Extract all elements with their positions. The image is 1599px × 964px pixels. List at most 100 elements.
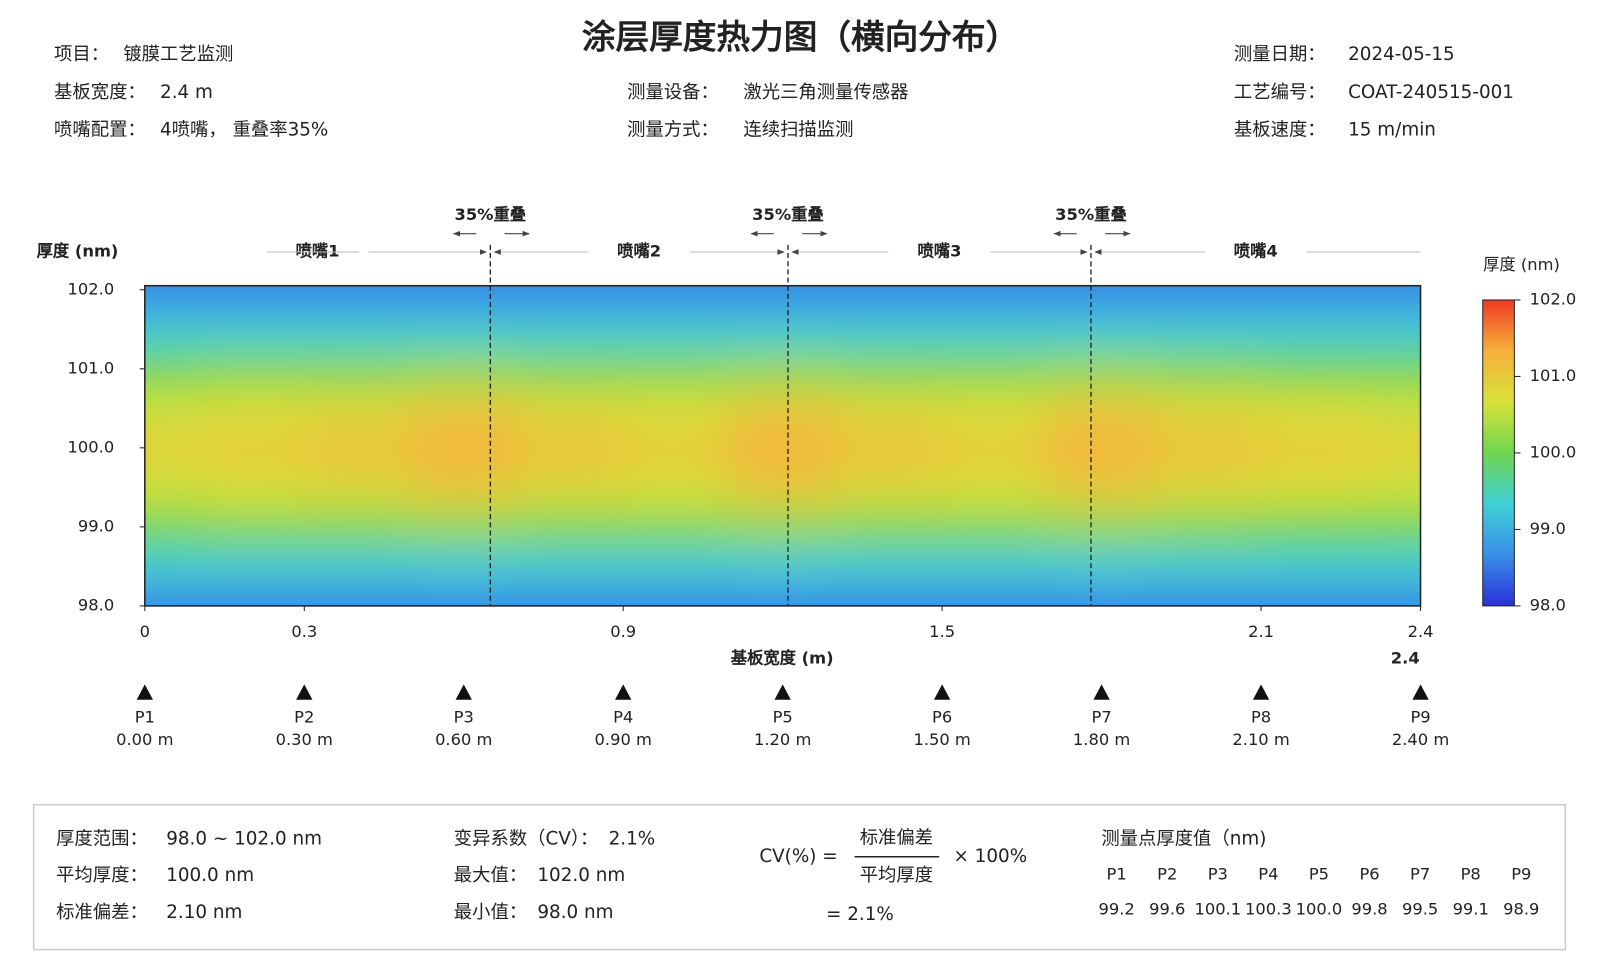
formula-multiplier: × 100%: [953, 846, 1027, 867]
plot-frame: [144, 284, 1422, 607]
heat-cell: [942, 467, 1050, 509]
heat-cell: [1154, 428, 1263, 469]
heat-cell: [1154, 309, 1263, 351]
info-label: 喷嘴配置：: [54, 120, 146, 141]
heat-cell: [835, 349, 944, 390]
info-label: 基板宽度：: [54, 82, 146, 103]
table-value: 98.9: [1503, 899, 1539, 918]
info-label: 基板速度：: [1234, 120, 1326, 141]
formula-result: = 2.1%: [826, 904, 894, 925]
y-axis-label: 厚度 (nm): [37, 242, 119, 261]
heat-cell: [1048, 309, 1156, 351]
info-value: 15 m/min: [1348, 120, 1436, 141]
heat-cell: [197, 467, 306, 509]
heat-cell: [197, 428, 306, 469]
heat-cell: [144, 388, 199, 430]
y-tick-label: 98.0: [78, 595, 114, 614]
info-value: 镀膜工艺监测: [123, 44, 233, 65]
heat-cell: [410, 586, 518, 606]
heat-cell: [1367, 309, 1421, 351]
heat-cell: [729, 309, 837, 351]
heat-cell: [729, 285, 837, 311]
title: 涂层厚度热力图（横向分布）: [582, 17, 1019, 56]
heat-cell: [516, 309, 625, 351]
point-name: P1: [135, 708, 155, 727]
x-tick-label: 2.4: [1408, 622, 1434, 641]
nozzle-label: 喷嘴3: [918, 242, 962, 261]
heat-cell: [144, 285, 199, 311]
formula-denominator: 平均厚度: [860, 865, 933, 886]
heat-cell: [144, 349, 199, 390]
summary-label: 最大值：: [454, 865, 527, 886]
info-value: 连续扫描监测: [743, 120, 853, 141]
heat-cell: [197, 388, 306, 430]
heat-cell: [1367, 467, 1421, 509]
summary-label: 最小值：: [454, 902, 527, 923]
heat-cell: [835, 285, 944, 311]
heat-cell: [1261, 309, 1369, 351]
heat-cell: [197, 309, 306, 351]
heat-cell: [516, 388, 625, 430]
heat-cell: [197, 507, 306, 548]
heat-cell: [410, 285, 518, 311]
heat-cell: [410, 309, 518, 351]
heat-cell: [516, 285, 625, 311]
heat-cell: [1261, 285, 1369, 311]
summary-value: 102.0 nm: [537, 865, 625, 886]
colorbar-tick-label: 102.0: [1530, 289, 1577, 308]
heat-cell: [623, 309, 731, 351]
summary-label: 厚度范围：: [56, 828, 148, 849]
heat-cell: [410, 467, 518, 509]
y-tick-label: 99.0: [78, 516, 114, 535]
heat-cell: [729, 349, 837, 390]
heat-cell: [835, 507, 944, 548]
table-header: P3: [1208, 865, 1228, 884]
heat-cell: [410, 388, 518, 430]
point-position: 0.60 m: [435, 730, 492, 749]
heat-cell: [623, 285, 731, 311]
point-position: 2.10 m: [1232, 730, 1289, 749]
point-name: P4: [613, 708, 633, 727]
summary-label: 变异系数（CV）：: [454, 828, 599, 849]
heat-cell: [1048, 349, 1156, 390]
heat-cell: [1048, 546, 1156, 588]
heat-cell: [1154, 388, 1263, 430]
heat-cell: [835, 309, 944, 351]
formula-lhs: CV(%) =: [759, 846, 837, 867]
point-marker: [1093, 684, 1110, 700]
heat-cell: [942, 586, 1050, 606]
x-axis-label: 基板宽度 (m): [730, 648, 834, 667]
summary-value: 2.10 nm: [166, 902, 242, 923]
heat-cell: [144, 309, 199, 351]
table-header: P8: [1461, 865, 1481, 884]
heat-cell: [1154, 467, 1263, 509]
heat-cell: [1048, 467, 1156, 509]
table-header: P7: [1410, 865, 1430, 884]
heat-cell: [1261, 388, 1369, 430]
table-header: P2: [1157, 865, 1177, 884]
heat-cell: [1367, 285, 1421, 311]
heat-cell: [304, 309, 412, 351]
point-marker: [455, 684, 472, 700]
heat-cell: [1261, 467, 1369, 509]
summary-value: 2.1%: [609, 828, 656, 849]
table-value: 100.0: [1296, 899, 1343, 918]
table-header: P9: [1511, 865, 1531, 884]
heat-cell: [623, 388, 731, 430]
table-header: P1: [1107, 865, 1127, 884]
point-name: P8: [1251, 708, 1271, 727]
heat-cell: [304, 507, 412, 548]
info-value: 2024-05-15: [1348, 44, 1455, 65]
point-name: P7: [1092, 708, 1112, 727]
heat-cell: [1048, 507, 1156, 548]
table-header: P4: [1258, 865, 1278, 884]
heat-cell: [942, 507, 1050, 548]
heat-cell: [410, 507, 518, 548]
heat-cell: [410, 546, 518, 588]
info-label: 测量方式：: [627, 120, 719, 141]
table-value: 99.6: [1149, 899, 1185, 918]
heat-cell: [942, 388, 1050, 430]
heat-cell: [835, 586, 944, 606]
heat-cell: [835, 388, 944, 430]
point-marker: [296, 684, 313, 700]
